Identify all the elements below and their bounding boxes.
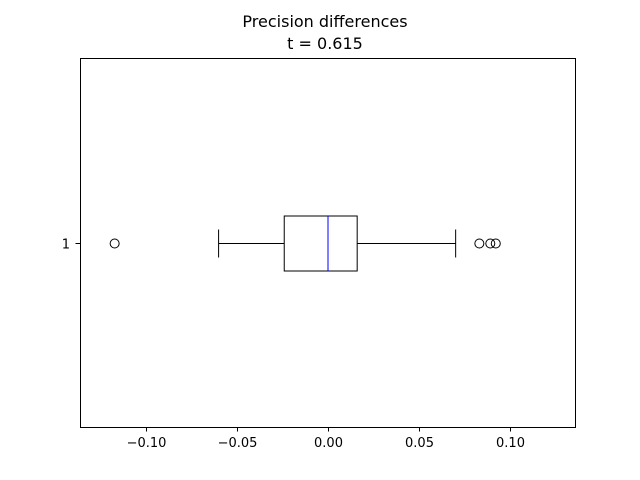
x-tick-label: −0.10 (127, 436, 167, 451)
chart-subtitle: t = 0.615 (287, 34, 363, 53)
outlier-point (109, 238, 120, 249)
x-tick-label: 0.05 (405, 436, 434, 451)
outlier-point (485, 238, 496, 249)
x-tick-label: −0.05 (218, 436, 258, 451)
box-iqr (283, 215, 358, 272)
x-tick-label: 0.00 (314, 436, 343, 451)
chart-title: Precision differences (242, 12, 407, 31)
y-tick-label: 1 (62, 238, 70, 253)
marks-layer: −0.10 −0.05 0.00 0.05 0.10 1 (62, 215, 525, 451)
outlier-point (474, 238, 485, 249)
x-tick-label: 0.10 (496, 436, 525, 451)
outlier-point (490, 238, 501, 249)
